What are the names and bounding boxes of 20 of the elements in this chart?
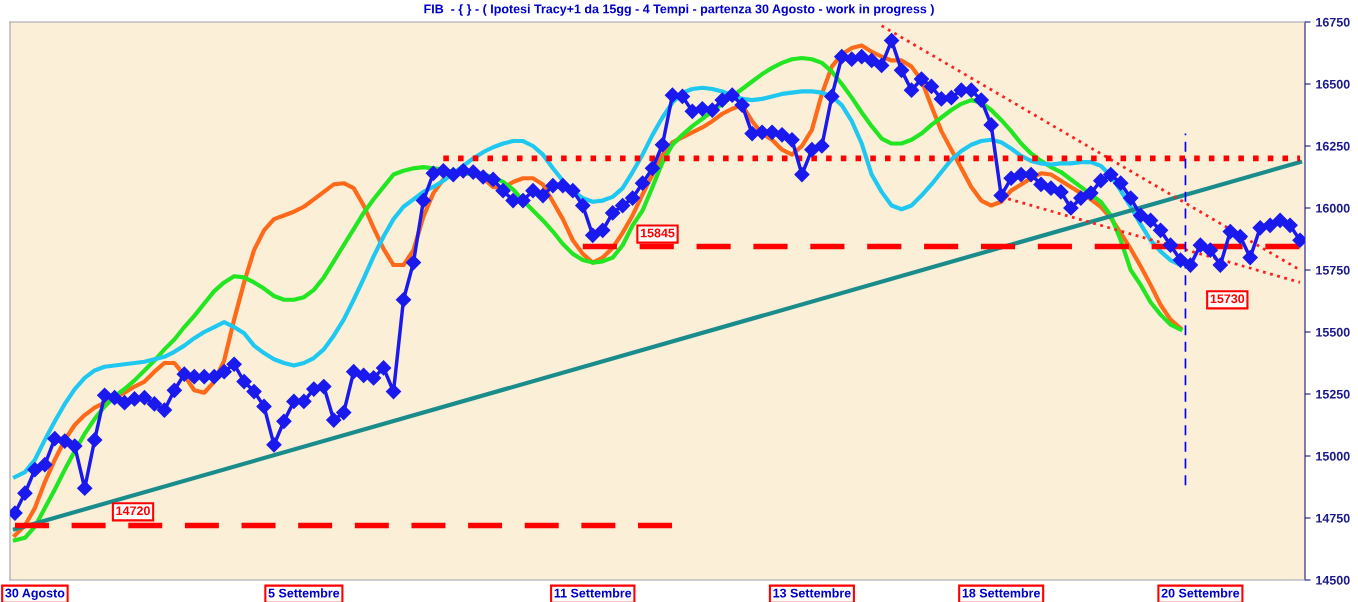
y-tick-label: 15750 (1316, 265, 1350, 275)
chart-title: FIB - { } - ( Ipotesi Tracy+1 da 15gg - 4 Tempi - partenza 30 Agosto - work in progress ) (424, 4, 934, 16)
y-tick-label: 15500 (1316, 327, 1350, 337)
x-tick-label: 20 Settembre (1161, 588, 1240, 598)
x-tick-label: 13 Settembre (773, 588, 851, 598)
x-tick-label: 18 Settembre (962, 588, 1040, 598)
y-tick-label: 16000 (1316, 203, 1350, 213)
y-tick-label: 14750 (1316, 513, 1350, 523)
x-tick-label: 30 Agosto (5, 588, 65, 600)
y-tick-label: 15250 (1316, 389, 1350, 399)
y-tick-label: 16750 (1316, 17, 1350, 27)
y-tick-label: 16250 (1316, 141, 1350, 151)
y-tick-label: 15000 (1316, 451, 1350, 461)
annotation: 15845 (640, 228, 675, 238)
y-tick-label: 16500 (1316, 79, 1350, 89)
x-tick-label: 11 Settembre (554, 588, 632, 598)
y-tick-label: 14500 (1316, 575, 1350, 585)
annotation: 15730 (1210, 294, 1245, 304)
annotation: 14720 (116, 506, 150, 516)
x-tick-label: 5 Settembre (268, 588, 340, 598)
